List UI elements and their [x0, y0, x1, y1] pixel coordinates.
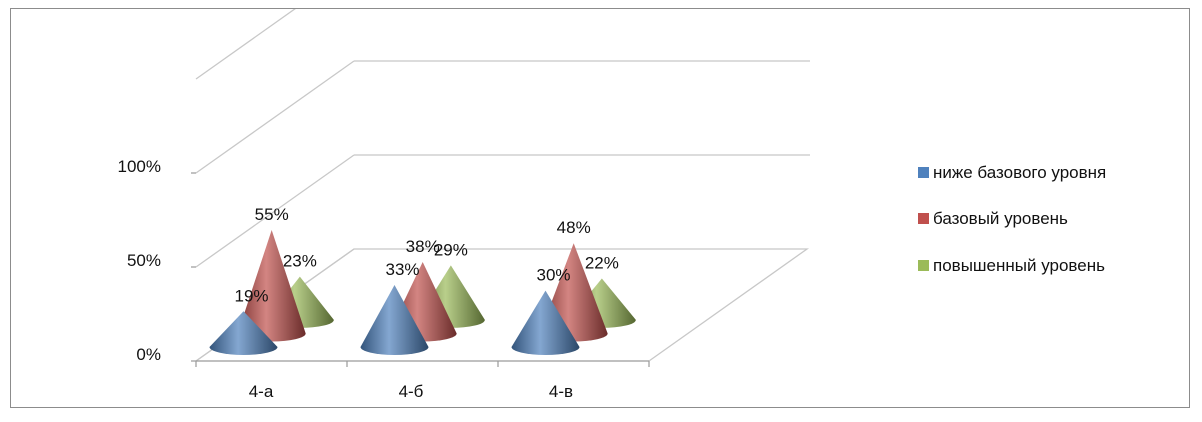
cone-chart: 23%29%22%55%38%48%19%33% 30% 0% 50% 100% … — [118, 9, 1106, 401]
y-tick-labels: 0% 50% 100% — [118, 157, 161, 364]
chart-area: 23% 29% 22% 55% 38% 48% 19% 33% 30% 0% 50% 100% … — [10, 8, 1190, 408]
data-label-0-0: 19% — [234, 286, 268, 305]
x-category-label-4v: 4-в — [549, 382, 573, 401]
data-label-0-2: 30% — [536, 266, 570, 285]
cone-body — [511, 290, 580, 355]
legend-label-below-basic: ниже базового уровня — [933, 163, 1106, 182]
legend-item-below-basic: ниже базового уровня — [918, 163, 1106, 182]
cone-body — [360, 284, 429, 355]
legend-label-basic: базовый уровень — [933, 209, 1068, 228]
x-category-labels: 4-а 4-б 4-в — [249, 382, 573, 401]
data-label-layer: 23% 29% 22% 55% 38% 48% 19% 33% 30% — [234, 205, 618, 305]
y-tick-label-100: 100% — [118, 157, 161, 176]
legend: ниже базового уровня базовый уровень пов… — [918, 163, 1106, 275]
legend-label-advanced: повышенный уровень — [933, 256, 1105, 275]
legend-swatch-basic — [918, 213, 929, 224]
cone-layer — [209, 230, 636, 355]
side-wall-gridline — [195, 60, 355, 174]
cone-0-2 — [511, 290, 580, 355]
cone-0-1 — [360, 284, 429, 355]
x-category-label-4a: 4-а — [249, 382, 274, 401]
x-category-label-4b: 4-б — [399, 382, 424, 401]
data-label-0-1: 33% — [385, 260, 419, 279]
data-label-2-0: 23% — [283, 252, 317, 271]
data-label-1-0: 55% — [255, 205, 289, 224]
grid-layer — [195, 9, 810, 362]
data-label-1-1: 38% — [406, 237, 440, 256]
data-label-1-2: 48% — [557, 218, 591, 237]
side-wall-top-edge — [195, 9, 296, 80]
y-tick-label-50: 50% — [127, 251, 161, 270]
legend-item-basic: базовый уровень — [918, 209, 1068, 228]
y-tick-label-0: 0% — [136, 345, 161, 364]
legend-item-advanced: повышенный уровень — [918, 256, 1105, 275]
axis-layer — [191, 172, 650, 367]
legend-swatch-advanced — [918, 260, 929, 271]
cone-0-0 — [209, 311, 278, 355]
cone-body — [209, 311, 278, 355]
legend-swatch-below-basic — [918, 167, 929, 178]
side-wall-gridline — [195, 154, 355, 268]
data-label-2-1: 29% — [434, 240, 468, 259]
cone-1-0 — [237, 230, 306, 342]
cone-body — [237, 230, 306, 342]
data-label-2-2: 22% — [585, 254, 619, 273]
